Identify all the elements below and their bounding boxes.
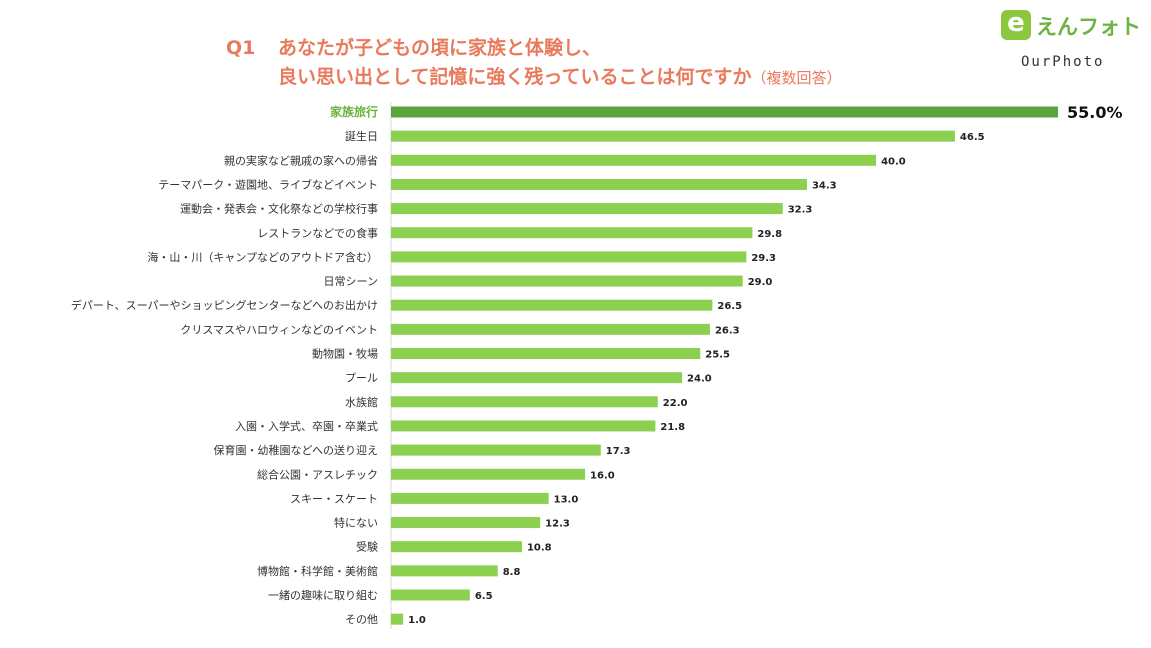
bar bbox=[391, 444, 601, 456]
logo-e-icon bbox=[1001, 8, 1031, 40]
category-label: デパート、スーパーやショッピングセンターなどへのお出かけ bbox=[71, 298, 378, 312]
category-label: 一緒の趣味に取り組む bbox=[268, 588, 378, 602]
bar bbox=[391, 541, 522, 553]
value-label: 10.8 bbox=[527, 543, 552, 554]
value-label: 46.5 bbox=[960, 132, 985, 143]
logo-text: えんフォト bbox=[1036, 15, 1141, 39]
value-label: 29.0 bbox=[748, 277, 773, 288]
title-text-2: 良い思い出として記憶に強く残っていることは何ですか bbox=[278, 66, 752, 88]
value-label: 6.5 bbox=[475, 591, 493, 602]
value-label: 32.3 bbox=[788, 205, 813, 216]
value-label: 34.3 bbox=[812, 180, 837, 191]
value-label: 25.5 bbox=[705, 350, 730, 361]
category-label: プール bbox=[345, 372, 378, 385]
value-label: 21.8 bbox=[660, 422, 685, 433]
bar bbox=[391, 420, 656, 432]
bar bbox=[391, 468, 586, 480]
category-label: 総合公園・アスレチック bbox=[257, 467, 378, 481]
category-label: 親の実家など親戚の家への帰省 bbox=[224, 153, 378, 167]
category-label: 誕生日 bbox=[345, 129, 378, 143]
category-label: 日常シーン bbox=[324, 275, 378, 288]
bar bbox=[391, 589, 470, 601]
bar bbox=[391, 517, 541, 529]
value-label: 13.0 bbox=[554, 494, 579, 505]
logo-subtext: OurPhoto bbox=[1021, 54, 1105, 70]
category-label: 保育園・幼稚園などへの送り迎え bbox=[214, 443, 378, 457]
value-label: 26.5 bbox=[717, 301, 742, 312]
bar bbox=[391, 492, 549, 504]
category-label: 運動会・発表会・文化祭などの学校行事 bbox=[180, 202, 378, 216]
bar bbox=[391, 154, 877, 166]
category-label: その他 bbox=[345, 613, 378, 626]
title-note: （複数回答） bbox=[751, 69, 842, 87]
chart-title: Q1 あなたが子どもの頃に家族と体験し、 良い思い出として記憶に強く残っていること… bbox=[226, 34, 842, 93]
bar bbox=[391, 323, 710, 335]
category-label: 特にない bbox=[334, 516, 378, 530]
category-label: テーマパーク・遊園地、ライブなどイベント bbox=[158, 177, 378, 191]
category-label: 家族旅行 bbox=[330, 104, 378, 119]
value-label: 40.0 bbox=[881, 156, 906, 167]
value-label: 29.3 bbox=[751, 253, 776, 264]
bar bbox=[391, 372, 683, 384]
bar bbox=[391, 106, 1058, 118]
category-label: 動物園・牧場 bbox=[312, 347, 378, 361]
category-label: 博物館・科学館・美術館 bbox=[257, 564, 378, 578]
bar bbox=[391, 299, 713, 311]
category-label: クリスマスやハロウィンなどのイベント bbox=[180, 323, 378, 336]
title-line-1: Q1 あなたが子どもの頃に家族と体験し、 bbox=[226, 34, 842, 63]
category-label: スキー・スケート bbox=[290, 492, 378, 505]
title-text-1: あなたが子どもの頃に家族と体験し、 bbox=[278, 37, 602, 59]
bar bbox=[391, 130, 955, 142]
bar bbox=[391, 275, 743, 287]
value-label: 55.0% bbox=[1067, 103, 1123, 122]
value-label: 26.3 bbox=[715, 325, 740, 336]
bar bbox=[391, 178, 807, 190]
question-number: Q1 bbox=[226, 37, 256, 59]
category-label: 海・山・川（キャンプなどのアウトドア含む） bbox=[147, 250, 378, 264]
value-label: 12.3 bbox=[545, 519, 570, 530]
category-label: 水族館 bbox=[345, 395, 378, 409]
value-label: 24.0 bbox=[687, 374, 712, 385]
bar bbox=[391, 565, 498, 577]
category-label: 入園・入学式、卒園・卒業式 bbox=[235, 419, 378, 433]
bar bbox=[391, 251, 747, 263]
value-label: 22.0 bbox=[663, 398, 688, 409]
bar bbox=[391, 613, 404, 625]
title-line-2: 良い思い出として記憶に強く残っていることは何ですか（複数回答） bbox=[226, 63, 842, 93]
value-label: 29.8 bbox=[757, 229, 782, 240]
category-label: 受験 bbox=[356, 540, 378, 554]
logo: えんフォト OurPhoto bbox=[1001, 8, 1141, 74]
bar bbox=[391, 396, 658, 408]
bar bbox=[391, 227, 753, 239]
value-label: 8.8 bbox=[503, 567, 521, 578]
value-label: 1.0 bbox=[408, 615, 426, 626]
category-label: レストランなどでの食事 bbox=[257, 226, 378, 240]
value-label: 17.3 bbox=[606, 446, 631, 457]
bar bbox=[391, 348, 701, 359]
value-label: 16.0 bbox=[590, 470, 615, 481]
bar bbox=[391, 203, 783, 215]
